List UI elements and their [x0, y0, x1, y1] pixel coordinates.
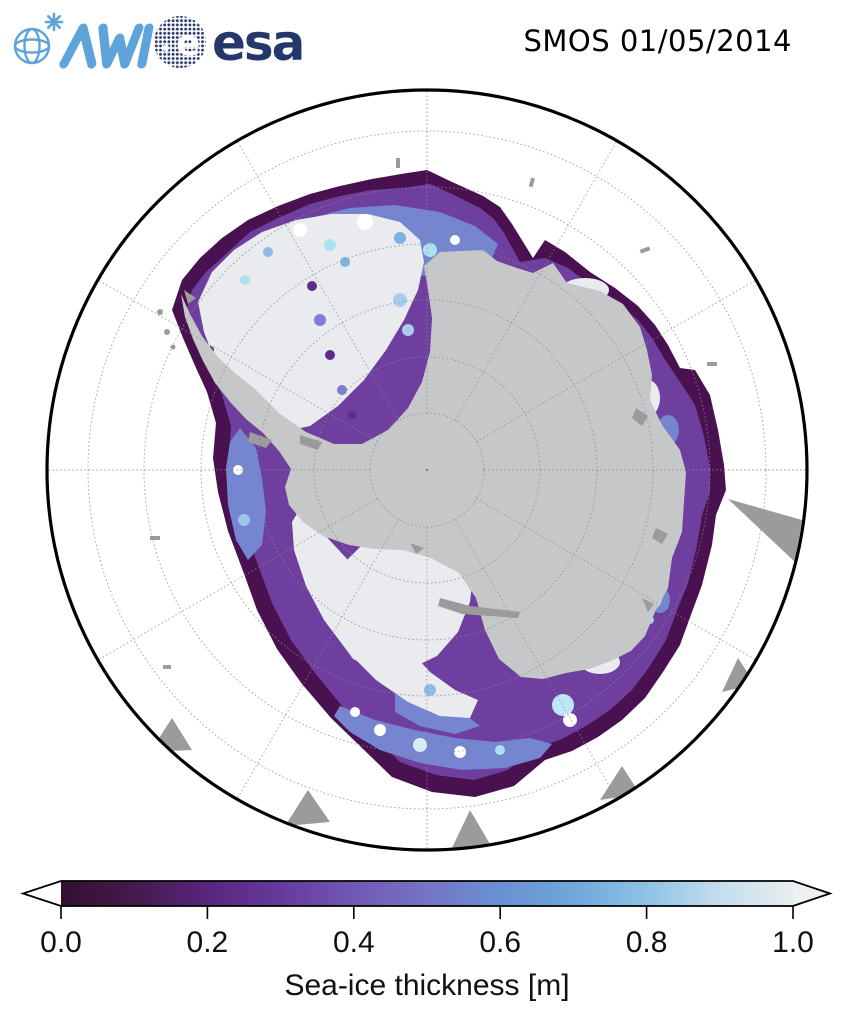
colorbar-tick-label-4: 0.8 [626, 926, 668, 959]
island-specks [150, 158, 717, 669]
esa-globe-icon: e [154, 16, 206, 68]
colorbar-arrow-left [23, 881, 61, 906]
antarctic-map [45, 88, 809, 852]
plot-title: SMOS 01/05/2014 [523, 24, 792, 58]
artifact-wedge-right [728, 499, 802, 562]
graticule [47, 90, 807, 850]
esa-globe-letter: e [176, 23, 200, 64]
antarctica-landmass [181, 250, 686, 679]
colorbar-tick-label-0: 0.0 [40, 926, 82, 959]
south-pole-mark [425, 468, 429, 472]
colorbar-tick-label-1: 0.2 [187, 926, 229, 959]
awi-globe-icon [13, 27, 51, 65]
header: e esa SMOS 01/05/2014 [0, 0, 854, 80]
colorbar-tick-label-3: 0.6 [479, 926, 521, 959]
land-artifact-wedges [150, 499, 802, 848]
colorbar-arrow-right [793, 881, 830, 906]
map-boundary [45, 88, 809, 852]
awi-star-icon [44, 12, 64, 32]
colorbar-panel: 0.0 0.2 0.4 0.6 0.8 1.0 Sea-ice thicknes… [0, 860, 854, 1026]
esa-logo: e esa [154, 14, 305, 70]
esa-wordmark: esa [212, 14, 303, 70]
awi-logo [13, 12, 154, 69]
colorbar-ticks [60, 906, 794, 919]
colorbar-gradient-bar [61, 881, 793, 906]
colorbar-tick-label-5: 1.0 [772, 926, 814, 959]
colorbar-tick-label-2: 0.4 [333, 926, 375, 959]
awi-wordmark [59, 23, 154, 69]
colorbar: 0.0 0.2 0.4 0.6 0.8 1.0 Sea-ice thicknes… [20, 880, 833, 1002]
colorbar-axis-label: Sea-ice thickness [m] [284, 969, 569, 1002]
map-panel [45, 88, 809, 852]
